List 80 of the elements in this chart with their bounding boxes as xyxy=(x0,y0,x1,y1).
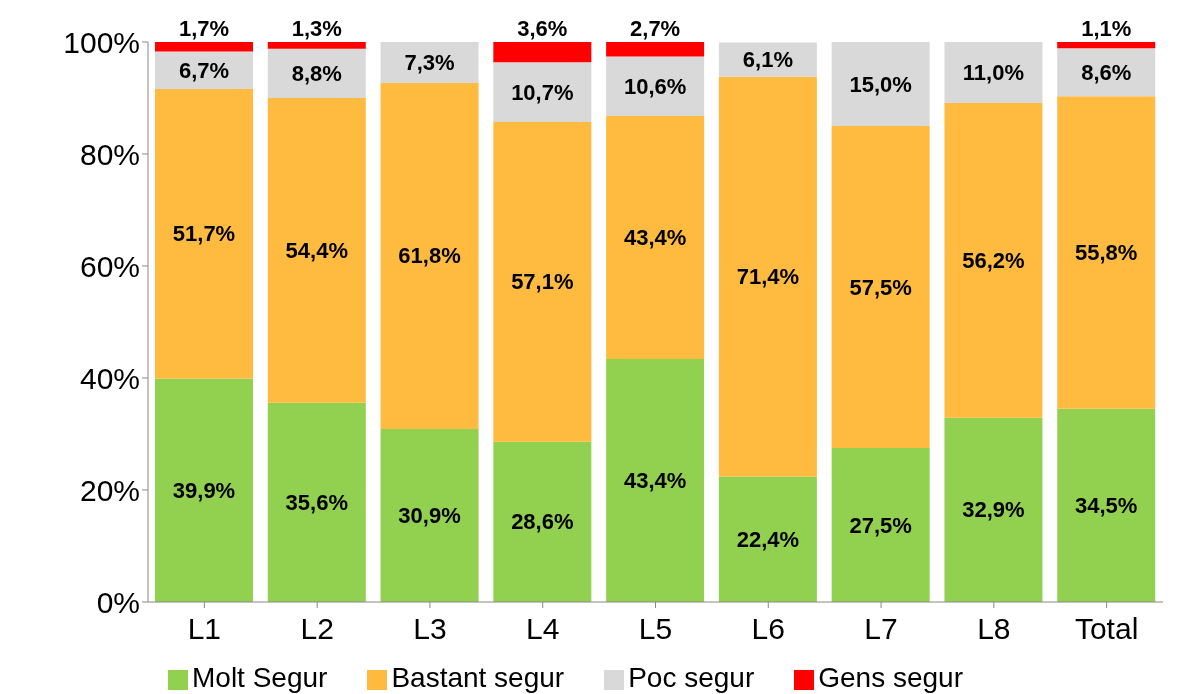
data-label: 32,9% xyxy=(962,497,1025,523)
bar xyxy=(155,42,253,52)
bar xyxy=(1057,96,1156,409)
bar xyxy=(267,42,366,49)
data-label: 7,3% xyxy=(404,49,455,75)
data-label: 71,4% xyxy=(736,264,800,290)
bar xyxy=(718,476,817,602)
bar xyxy=(831,42,930,126)
bar xyxy=(1057,408,1156,602)
data-label: 10,6% xyxy=(623,73,687,99)
legend-label: Gens segur xyxy=(818,662,963,693)
bar xyxy=(493,62,592,123)
bar xyxy=(267,402,366,602)
bar xyxy=(380,42,479,83)
bar xyxy=(944,103,1043,418)
bar xyxy=(380,82,479,429)
data-label: 8,8% xyxy=(291,60,342,86)
x-tick-label: L6 xyxy=(751,612,785,646)
data-label: 43,4% xyxy=(623,467,687,493)
bar xyxy=(267,98,366,403)
bar xyxy=(493,122,592,442)
bar xyxy=(831,448,930,602)
y-tick-label: 80% xyxy=(79,137,140,171)
data-label: 28,6% xyxy=(511,509,574,535)
legend-label: Molt Segur xyxy=(191,662,328,693)
data-label: 6,1% xyxy=(742,47,793,73)
bar xyxy=(1057,42,1156,49)
legend-label: Poc segur xyxy=(628,662,755,693)
data-label: 51,7% xyxy=(172,221,236,247)
bar xyxy=(944,417,1043,602)
y-tick-label: 60% xyxy=(79,249,140,283)
data-label: 22,4% xyxy=(736,526,800,552)
data-label: 1,7% xyxy=(178,15,230,41)
bar xyxy=(493,441,592,602)
data-label: 39,9% xyxy=(172,477,236,503)
bar xyxy=(606,115,705,359)
x-tick-label: L8 xyxy=(977,612,1011,646)
data-label: 30,9% xyxy=(398,502,461,528)
x-tick-label: L2 xyxy=(300,612,334,646)
x-tick-label: L4 xyxy=(526,612,560,646)
data-label: 2,7% xyxy=(630,15,681,41)
bar xyxy=(380,428,479,602)
data-label: 34,5% xyxy=(1075,492,1138,518)
bar xyxy=(606,56,705,116)
data-label: 57,1% xyxy=(511,269,574,295)
data-label: 10,7% xyxy=(511,79,574,105)
legend-label: Bastant segur xyxy=(391,662,565,693)
x-tick-label: Total xyxy=(1074,612,1139,646)
y-tick-label: 100% xyxy=(63,25,140,59)
bar xyxy=(606,42,705,57)
x-tick-label: L7 xyxy=(864,612,898,646)
data-label: 54,4% xyxy=(285,237,348,263)
x-tick-label: L5 xyxy=(638,612,673,646)
bar xyxy=(944,42,1043,104)
bar xyxy=(831,126,930,448)
data-label: 55,8% xyxy=(1075,240,1138,266)
x-tick-label: L3 xyxy=(413,612,447,646)
data-label: 35,6% xyxy=(285,489,348,515)
bar xyxy=(155,89,253,379)
bar xyxy=(1057,48,1156,97)
bar xyxy=(718,76,817,477)
y-tick-label: 40% xyxy=(79,361,140,395)
data-label: 8,6% xyxy=(1081,59,1132,85)
data-label: 27,5% xyxy=(849,512,912,538)
data-label: 43,4% xyxy=(623,224,687,250)
data-label: 57,5% xyxy=(849,274,912,300)
data-label: 56,2% xyxy=(962,247,1025,273)
x-tick-label: L1 xyxy=(187,612,222,646)
bar xyxy=(493,42,592,63)
data-label: 15,0% xyxy=(849,71,912,97)
bar xyxy=(606,358,705,602)
data-label: 6,7% xyxy=(178,57,230,83)
data-label: 1,1% xyxy=(1081,15,1132,41)
y-tick-label: 0% xyxy=(96,585,140,619)
bar xyxy=(155,378,253,602)
data-label: 61,8% xyxy=(398,243,461,269)
y-tick-label: 20% xyxy=(79,473,140,507)
data-label: 3,6% xyxy=(517,15,568,41)
data-label: 11,0% xyxy=(962,60,1025,86)
data-label: 1,3% xyxy=(291,15,342,41)
